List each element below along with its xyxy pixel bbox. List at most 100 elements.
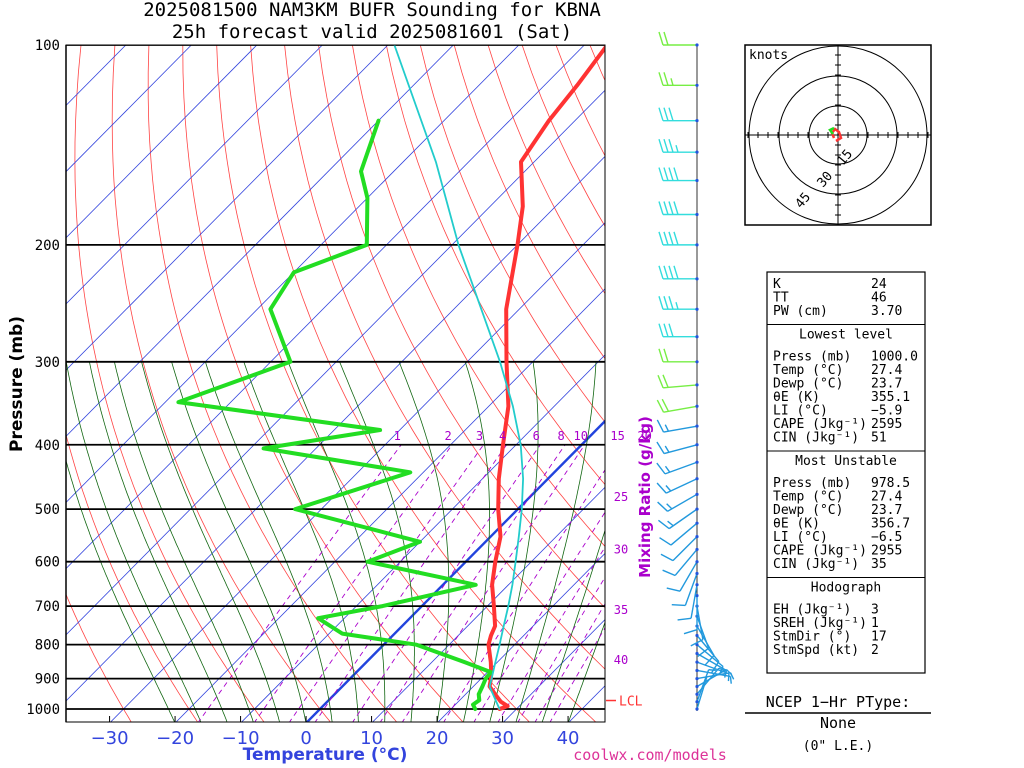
index-value: 3.70 bbox=[871, 304, 902, 319]
wind-barb bbox=[658, 201, 699, 217]
wind-barb bbox=[656, 419, 699, 433]
hodograph-ring bbox=[778, 75, 898, 195]
moist-adiabat bbox=[171, 361, 307, 722]
lcl-label: LCL bbox=[619, 695, 643, 710]
wind-barb-flag bbox=[658, 265, 664, 280]
mixing-ratio-line bbox=[379, 444, 566, 722]
index-label: SREH (Jkg⁻¹) bbox=[773, 616, 867, 631]
index-value: 2595 bbox=[871, 417, 902, 432]
isotherm bbox=[372, 486, 605, 722]
wind-barb bbox=[656, 441, 699, 455]
wind-barb bbox=[671, 571, 699, 607]
wind-barb-point bbox=[695, 707, 699, 711]
wind-barb-flag bbox=[663, 231, 669, 246]
dry-adiabat bbox=[250, 45, 597, 722]
hodograph-label: knots bbox=[749, 48, 788, 63]
moist-adiabat bbox=[515, 361, 597, 722]
wind-barbs bbox=[656, 31, 735, 711]
wind-barb-flag bbox=[668, 265, 674, 280]
wind-barb-point bbox=[695, 583, 699, 587]
wind-barb-flag bbox=[704, 655, 715, 666]
isotherm bbox=[66, 45, 520, 504]
index-value: 23.7 bbox=[871, 503, 902, 518]
wind-barb-point bbox=[695, 212, 699, 217]
pressure-tick-label: 400 bbox=[35, 438, 60, 454]
wind-barb-flag bbox=[661, 398, 670, 412]
index-label: PW (cm) bbox=[773, 304, 828, 319]
mixing-ratio-label: 2 bbox=[444, 429, 451, 443]
wind-barb-staff bbox=[679, 561, 698, 592]
wind-barb-point bbox=[695, 492, 699, 496]
index-value: 1 bbox=[871, 616, 879, 631]
pressure-tick-label: 100 bbox=[35, 38, 60, 54]
y-axis-label: Pressure (mb) bbox=[7, 316, 27, 452]
index-label: Dewp (°C) bbox=[773, 377, 843, 392]
moist-adiabat bbox=[66, 459, 175, 722]
indices-section-title: Most Unstable bbox=[795, 454, 897, 469]
wind-barb-flag bbox=[663, 72, 669, 86]
index-label: Dewp (°C) bbox=[773, 503, 843, 518]
wind-barb-point bbox=[695, 700, 699, 704]
index-value: 51 bbox=[871, 431, 887, 446]
wind-barb bbox=[658, 72, 699, 87]
wind-barb-flag bbox=[668, 107, 674, 121]
wind-barb bbox=[660, 535, 699, 562]
wind-barb-point bbox=[695, 692, 699, 696]
mixing-ratio-side-label: 25 bbox=[614, 490, 628, 504]
wind-barb-half-flag bbox=[729, 672, 735, 680]
mixing-ratio-label: 20 bbox=[637, 429, 651, 443]
mixing-ratio-line bbox=[497, 546, 605, 722]
wind-barb-point bbox=[695, 521, 699, 525]
dry-adiabat bbox=[352, 45, 605, 547]
dry-adiabat bbox=[419, 45, 605, 423]
index-value: 27.4 bbox=[871, 490, 902, 505]
pressure-tick-label: 500 bbox=[35, 502, 60, 518]
mixing-ratio-label: 8 bbox=[557, 429, 564, 443]
wind-barb-flag bbox=[683, 628, 698, 635]
wind-barb-flag bbox=[697, 647, 710, 657]
ptype-value: None bbox=[820, 714, 856, 732]
moist-adiabat bbox=[66, 361, 202, 722]
wind-barb bbox=[695, 672, 735, 681]
moist-adiabat bbox=[205, 361, 333, 722]
plot-frame bbox=[65, 44, 606, 723]
wind-barb-flag bbox=[656, 419, 665, 433]
wind-barb-staff bbox=[696, 669, 710, 702]
wind-barb-flag bbox=[668, 231, 674, 246]
wind-barb-point bbox=[695, 119, 699, 123]
wind-barb-flag bbox=[663, 265, 669, 280]
chart-title-line1: 2025081500 NAM3KM BUFR Sounding for KBNA bbox=[143, 0, 601, 21]
wind-barb-point bbox=[695, 547, 699, 552]
series-dewpoint bbox=[176, 118, 493, 711]
wind-barb-half-flag bbox=[664, 424, 670, 432]
mixing-ratio-line bbox=[534, 603, 605, 722]
wind-barb bbox=[658, 107, 699, 123]
watermark: coolwx.com/models bbox=[573, 746, 727, 764]
wind-barb bbox=[658, 138, 699, 154]
wind-barb-half-flag bbox=[667, 520, 674, 527]
wind-barb bbox=[658, 31, 699, 47]
freezing-isotherm bbox=[305, 419, 605, 722]
wind-barb-point bbox=[695, 404, 699, 408]
index-label: Temp (°C) bbox=[773, 490, 843, 505]
wind-barb-flag bbox=[656, 399, 665, 413]
temperature-tick-label: 10 bbox=[360, 728, 383, 749]
index-label: LI (°C) bbox=[773, 404, 828, 419]
wind-barb bbox=[658, 167, 699, 183]
wind-barb bbox=[662, 547, 699, 577]
temperature-tick-label: −20 bbox=[156, 728, 194, 749]
temperature-tick-label: 0 bbox=[300, 728, 311, 749]
wind-barb-half-flag bbox=[670, 78, 674, 86]
wind-barb-flag bbox=[668, 323, 674, 337]
mixing-ratio-line bbox=[289, 444, 484, 722]
wind-barb-flag bbox=[673, 167, 679, 181]
wind-barb-half-flag bbox=[729, 676, 732, 684]
wind-barb-staff bbox=[684, 573, 698, 606]
wind-barb-staff bbox=[667, 493, 698, 512]
wind-barb-point bbox=[695, 277, 699, 281]
indices-section-title: Lowest level bbox=[799, 328, 893, 343]
moist-adiabat bbox=[141, 361, 281, 722]
dry-adiabat bbox=[66, 433, 199, 722]
wind-barb bbox=[658, 323, 699, 339]
